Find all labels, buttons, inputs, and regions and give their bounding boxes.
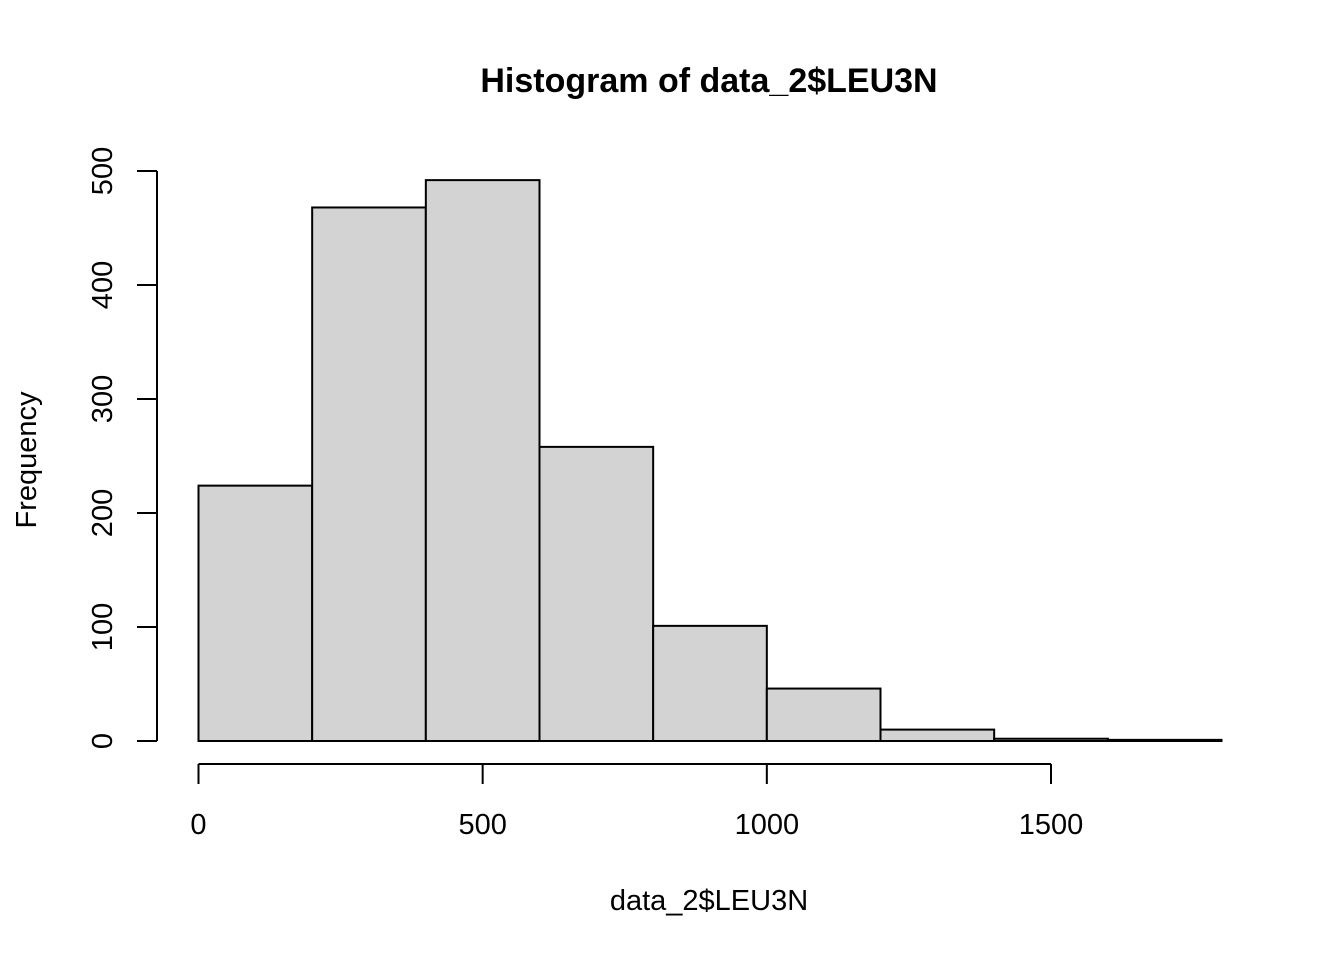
x-tick-label: 0 [190,809,206,841]
y-tick-label: 300 [87,375,119,423]
histogram-bar [993,737,1109,742]
histogram-bar [311,206,427,743]
x-tick-label: 500 [458,809,506,841]
histogram-bar [197,484,314,743]
x-tick-label: 1000 [735,809,800,841]
y-tick-label: 400 [87,261,119,309]
y-tick-label: 500 [87,147,119,195]
y-tick-label: 100 [87,603,119,651]
histogram-bar [538,445,655,742]
histogram-bar [1106,738,1223,742]
x-axis: 0 500 1000 1500 [190,763,1084,841]
y-axis-label: Frequency [11,391,43,529]
x-tick-label: 1500 [1019,809,1084,841]
x-axis-label: data_2$LEU3N [610,885,808,917]
y-tick-label: 0 [87,733,119,749]
y-tick-label: 200 [87,489,119,537]
histogram-bar [424,179,541,742]
y-axis: 0 100 200 300 400 500 [87,147,158,749]
bars-group [197,179,1223,743]
chart-title: Histogram of data_2$LEU3N [480,62,937,100]
histogram-bar [652,624,768,742]
histogram-bar [879,728,996,742]
histogram-bar [765,687,882,742]
